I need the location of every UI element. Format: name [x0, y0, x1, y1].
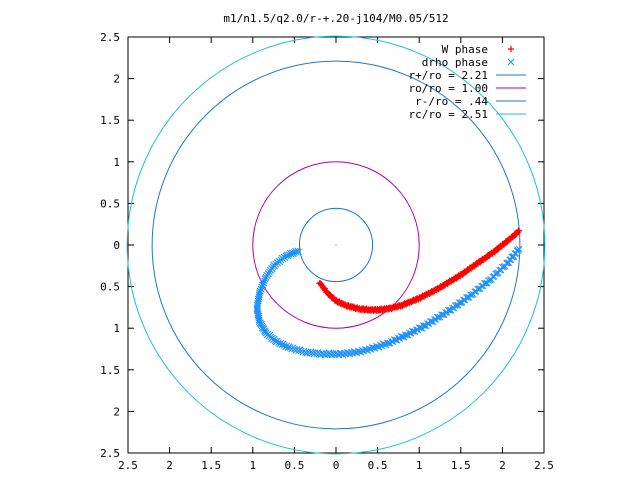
x-tick-label: 1 [249, 459, 256, 472]
y-tick-label: 0.5 [100, 197, 120, 210]
circle-0 [151, 60, 521, 430]
legend-label: rc/ro = 2.51 [409, 108, 488, 121]
series-1-point [481, 280, 488, 287]
series-1-point [266, 266, 274, 274]
y-tick-label: 1 [113, 322, 120, 335]
series-1-point [257, 285, 265, 293]
reference-circles [126, 35, 546, 455]
x-tick-label: 1.5 [201, 459, 221, 472]
x-tick-label: 2.5 [118, 459, 138, 472]
x-tick-label: 2 [499, 459, 506, 472]
series-1-point [270, 261, 277, 269]
y-tick-label: 2 [113, 405, 120, 418]
series-1-point [515, 245, 523, 253]
y-tick-label: 1.5 [100, 364, 120, 377]
circle-1 [252, 161, 420, 329]
legend-label: r+/ro = 2.21 [409, 69, 488, 82]
x-tick-label: 2 [166, 459, 173, 472]
legend-label: drho phase [422, 56, 488, 69]
y-tick-label: 1 [113, 156, 120, 169]
x-tick-label: 0.5 [368, 459, 388, 472]
y-tick-label: 2.5 [100, 447, 120, 460]
legend-marker [507, 58, 515, 66]
series-1-point [259, 279, 267, 287]
series-1-point [474, 285, 481, 293]
x-tick-label: 0 [333, 459, 340, 472]
data-points [253, 227, 523, 359]
x-tick-label: 1.5 [451, 459, 471, 472]
x-axis: 2.5 2 1.5 1 0.5 0 0.5 1 1.5 2 2.5 [118, 37, 554, 472]
series-1-point [456, 299, 463, 307]
legend-label: ro/ro = 1.00 [409, 82, 488, 95]
series-1-point [420, 322, 427, 329]
origin-dot [335, 244, 337, 246]
circle-2 [298, 207, 374, 283]
x-tick-label: 2.5 [534, 459, 554, 472]
y-tick-label: 0 [113, 239, 120, 252]
x-tick-label: 0.5 [284, 459, 304, 472]
chart-title: m1/n1.5/q2.0/r-+.20-j104/M0.05/512 [223, 12, 448, 25]
y-tick-label: 2 [113, 73, 120, 86]
series-1-point [258, 283, 266, 291]
series-1-point [433, 313, 441, 321]
series-1-point [462, 294, 470, 301]
series-0-point [516, 227, 523, 234]
legend-label: r-/ro = .44 [415, 95, 488, 108]
series-1-point [401, 331, 409, 339]
series-1-point [451, 302, 459, 309]
legend-marker [508, 46, 514, 52]
series-1-point [426, 318, 434, 325]
series-1-point [263, 271, 271, 279]
series-1-point [260, 277, 268, 285]
y-tick-label: 1.5 [100, 114, 120, 127]
y-tick-label: 2.5 [100, 31, 120, 44]
series-1-point [438, 311, 445, 319]
circle-3 [126, 35, 546, 455]
x-tick-label: 1 [416, 459, 423, 472]
series-1-point [444, 306, 452, 314]
y-tick-label: 0.5 [100, 281, 120, 294]
y-axis: 2.5 2 1.5 1 0.5 0 0.5 1 1.5 2 2.5 [100, 31, 544, 460]
legend-label: W phase [442, 43, 488, 56]
